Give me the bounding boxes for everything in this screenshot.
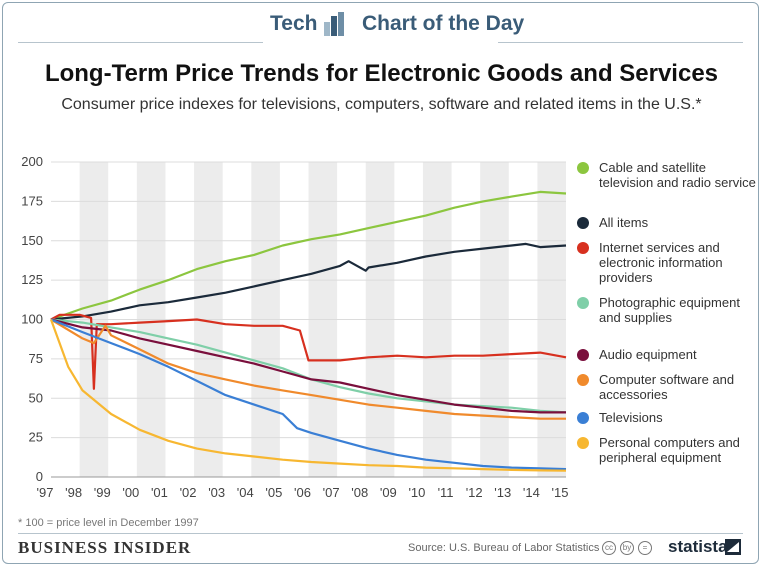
chart-subtitle: Consumer price indexes for televisions, … <box>61 96 702 113</box>
y-tick-label: 25 <box>29 430 43 445</box>
x-tick-label: '03 <box>208 485 225 500</box>
series-line <box>50 242 567 321</box>
legend-label: Televisions <box>599 410 663 425</box>
series-line <box>50 190 567 321</box>
legend-swatch <box>577 412 589 424</box>
legend-label: Photographic equipment and supplies <box>599 295 740 325</box>
y-tick-label: 150 <box>21 233 43 248</box>
source-note: Source: U.S. Bureau of Labor Statistics <box>408 542 600 554</box>
x-tick-label: '97 <box>37 485 54 500</box>
legend-swatch <box>577 374 589 386</box>
header-rule-right <box>498 42 743 43</box>
x-tick-label: '07 <box>323 485 340 500</box>
x-tick-label: '99 <box>94 485 111 500</box>
creative-commons-icon: cc <box>602 541 616 555</box>
legend-label: Computer software and accessories <box>599 372 735 402</box>
x-tick-label: '13 <box>494 485 511 500</box>
business-insider-logo: BUSINESS INSIDER <box>18 538 192 557</box>
legend-label: Cable and satellite television and radio… <box>599 160 756 190</box>
header: Tech Chart of the Day <box>0 8 763 40</box>
legend-swatch <box>577 297 589 309</box>
legend-swatch <box>577 349 589 361</box>
series-line <box>50 313 567 390</box>
x-tick-label: '04 <box>237 485 254 500</box>
chart-title: Long-Term Price Trends for Electronic Go… <box>44 60 719 87</box>
x-tick-label: '00 <box>122 485 139 500</box>
y-tick-label: 50 <box>29 390 43 405</box>
legend-swatch <box>577 162 589 174</box>
no-derivatives-icon: = <box>638 541 652 555</box>
x-tick-label: '14 <box>523 485 540 500</box>
x-tick-label: '09 <box>380 485 397 500</box>
footer-rule <box>18 533 743 534</box>
x-tick-label: '15 <box>552 485 569 500</box>
legend-label: All items <box>599 215 649 230</box>
attribution-icon: by <box>620 541 634 555</box>
y-tick-label: 100 <box>21 312 43 327</box>
series-line <box>50 318 567 471</box>
legend-swatch <box>577 437 589 449</box>
x-tick-label: '02 <box>180 485 197 500</box>
x-tick-label: '10 <box>408 485 425 500</box>
x-tick-label: '08 <box>351 485 368 500</box>
legend-label: Personal computers and peripheral equipm… <box>599 435 740 465</box>
x-tick-label: '01 <box>151 485 168 500</box>
x-tick-label: '12 <box>466 485 483 500</box>
statista-logo: statista <box>668 537 728 556</box>
x-tick-label: '11 <box>438 485 454 500</box>
statista-mark-icon <box>725 539 741 555</box>
x-tick-label: '05 <box>265 485 282 500</box>
y-tick-label: 175 <box>21 193 43 208</box>
series-line <box>49 319 567 472</box>
y-tick-label: 0 <box>36 469 43 484</box>
x-tick-label: '06 <box>294 485 311 500</box>
y-tick-label: 75 <box>29 351 43 366</box>
legend-swatch <box>577 242 589 254</box>
legend-label: Audio equipment <box>599 347 697 362</box>
bar-chart-logo-icon <box>324 12 344 36</box>
y-tick-label: 200 <box>21 154 43 169</box>
footnote: * 100 = price level in December 1997 <box>18 517 199 529</box>
y-tick-label: 125 <box>21 272 43 287</box>
header-chart-of-the-day-label: Chart of the Day <box>362 12 525 35</box>
x-tick-label: '98 <box>65 485 82 500</box>
header-rule-left <box>18 42 263 43</box>
legend-swatch <box>577 217 589 229</box>
legend-label: Internet services and electronic informa… <box>599 240 723 285</box>
header-tech-label: Tech <box>270 12 318 35</box>
series-line <box>50 318 566 414</box>
series-line <box>50 318 566 420</box>
